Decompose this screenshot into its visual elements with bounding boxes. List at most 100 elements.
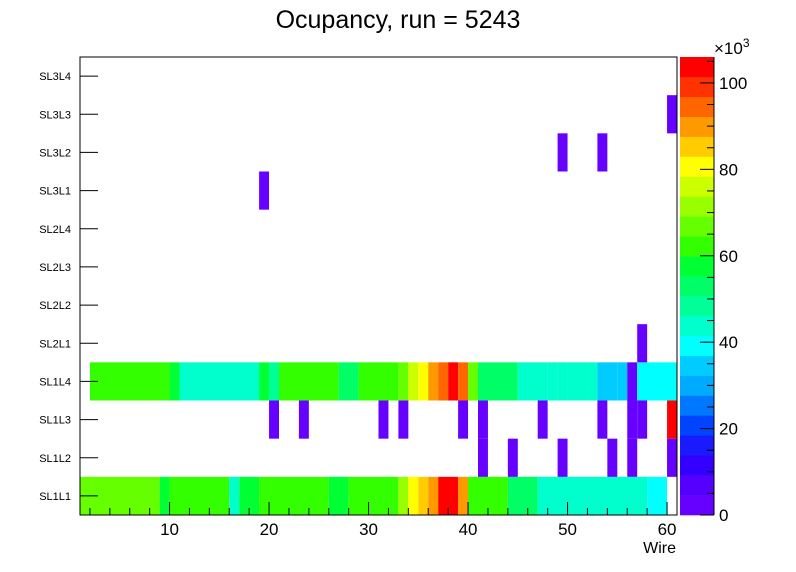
heatmap-cell-sl1l2-0 bbox=[478, 438, 488, 477]
z-tick-label-80: 80 bbox=[719, 160, 738, 179]
heatmap-cell-sl1l2-5 bbox=[667, 438, 677, 477]
y-tick-label-sl3l4: SL3L4 bbox=[39, 71, 71, 83]
color-scale-segment-4 bbox=[680, 415, 714, 436]
heatmap-cell-sl1l2-2 bbox=[557, 438, 568, 477]
color-scale-segment-1 bbox=[680, 475, 714, 496]
heatmap-cell-sl1l4-19 bbox=[557, 362, 568, 401]
color-scale-segment-16 bbox=[680, 176, 714, 197]
y-tick-label-sl2l3: SL2L3 bbox=[39, 262, 71, 274]
heatmap-cell-sl1l3-5 bbox=[478, 400, 488, 439]
color-scale-segment-18 bbox=[680, 136, 714, 157]
heatmap-cell-sl1l1-8 bbox=[398, 476, 409, 515]
x-tick-label-50: 50 bbox=[558, 520, 577, 539]
heatmap-cell-sl1l1-7 bbox=[348, 476, 399, 515]
y-axis: SL1L1 SL1L2 SL1L3 SL1L4 SL2L1 SL2L2 SL2L3 SL2L4… bbox=[39, 71, 98, 503]
y-tick-label-sl3l1: SL3L1 bbox=[39, 186, 71, 198]
heatmap-cell-sl1l1-10 bbox=[418, 476, 429, 515]
z-tick-label-40: 40 bbox=[719, 333, 738, 352]
heatmap-cell-sl1l4-8 bbox=[398, 362, 409, 401]
heatmap-cell-sl1l3-10 bbox=[667, 400, 677, 439]
color-scale-segment-7 bbox=[680, 355, 714, 376]
heatmap-cell-sl1l4-11 bbox=[428, 362, 439, 401]
heatmap-cell-sl3l3-0 bbox=[667, 95, 677, 134]
heatmap-cell-sl1l4-0 bbox=[89, 362, 170, 401]
heatmap-cell-sl1l1-1 bbox=[159, 476, 170, 515]
x-tick-label-30: 30 bbox=[359, 520, 378, 539]
color-scale-segment-3 bbox=[680, 435, 714, 456]
heatmap-cell-sl1l4-7 bbox=[358, 362, 399, 401]
heatmap-cell-sl1l4-18 bbox=[547, 362, 558, 401]
y-tick-label-sl1l3: SL1L3 bbox=[39, 415, 71, 427]
heatmap-cell-sl1l3-7 bbox=[597, 400, 608, 439]
y-tick-label-sl3l2: SL3L2 bbox=[39, 147, 71, 159]
color-scale-segment-0 bbox=[680, 495, 714, 516]
z-tick-label-0: 0 bbox=[719, 506, 728, 525]
color-scale-segment-9 bbox=[680, 315, 714, 337]
heatmap-cell-sl1l4-23 bbox=[617, 362, 628, 401]
heatmap-cell-sl1l4-16 bbox=[478, 362, 518, 401]
plot-frame bbox=[79, 56, 678, 516]
heatmap-cell-sl1l1-16 bbox=[537, 476, 648, 515]
color-scale-segment-17 bbox=[680, 156, 714, 177]
heatmap-cell-sl1l3-8 bbox=[627, 400, 638, 439]
chart-title: Ocupancy, run = 5243 bbox=[276, 6, 521, 34]
color-scale-segment-19 bbox=[680, 116, 714, 137]
heatmap-cell-sl1l4-12 bbox=[438, 362, 449, 401]
heatmap-cell-sl1l4-24 bbox=[627, 362, 638, 401]
heatmap-cell-sl1l3-2 bbox=[378, 400, 389, 439]
z-tick-label-20: 20 bbox=[719, 420, 738, 439]
heatmap-cell-sl1l4-15 bbox=[468, 362, 478, 401]
color-scale-segment-15 bbox=[680, 196, 714, 217]
heatmap-cell-sl1l1-6 bbox=[328, 476, 349, 515]
y-tick-label-sl2l1: SL2L1 bbox=[39, 338, 71, 350]
heatmap-cell-sl1l4-2 bbox=[179, 362, 260, 401]
heatmap-cell-sl1l1-15 bbox=[507, 476, 538, 515]
y-tick-label-sl1l4: SL1L4 bbox=[39, 376, 71, 388]
color-scale-segment-21 bbox=[680, 76, 714, 98]
x-tick-label-20: 20 bbox=[260, 520, 279, 539]
color-scale-segment-8 bbox=[680, 335, 714, 356]
heatmap-cell-sl2l1-0 bbox=[637, 324, 648, 363]
heatmap-cell-sl1l4-22 bbox=[597, 362, 618, 401]
x-tick-label-10: 10 bbox=[160, 520, 179, 539]
heatmap-cell-sl1l4-10 bbox=[418, 362, 429, 401]
heatmap-cells bbox=[80, 95, 677, 515]
x-tick-label-60: 60 bbox=[658, 520, 677, 539]
color-scale-segment-5 bbox=[680, 395, 714, 416]
heatmap-cell-sl1l4-4 bbox=[269, 362, 279, 401]
heatmap-cell-sl1l4-21 bbox=[587, 362, 598, 401]
heatmap-cell-sl3l2-0 bbox=[557, 133, 568, 172]
heatmap-cell-sl1l3-9 bbox=[637, 400, 648, 439]
heatmap-cell-sl1l4-5 bbox=[279, 362, 339, 401]
heatmap-cell-sl1l2-4 bbox=[627, 438, 638, 477]
color-scale-segment-20 bbox=[680, 96, 714, 118]
heatmap-cell-sl1l4-14 bbox=[458, 362, 469, 401]
color-scale-segment-11 bbox=[680, 276, 714, 297]
y-tick-label-sl1l2: SL1L2 bbox=[39, 453, 71, 465]
color-scale-segment-2 bbox=[680, 455, 714, 476]
heatmap-cell-sl1l2-1 bbox=[507, 438, 518, 477]
heatmap-cell-sl3l2-1 bbox=[597, 133, 608, 172]
heatmap-cell-sl1l2-3 bbox=[607, 438, 618, 477]
color-scale-segment-12 bbox=[680, 256, 714, 277]
heatmap-cell-sl1l1-11 bbox=[428, 476, 439, 515]
heatmap-cell-sl1l4-6 bbox=[338, 362, 359, 401]
z-tick-label-100: 100 bbox=[719, 74, 747, 93]
heatmap-cell-sl1l3-1 bbox=[298, 400, 309, 439]
color-scale-segment-10 bbox=[680, 295, 714, 317]
color-scale-segment-22 bbox=[680, 57, 714, 78]
y-tick-label-sl3l3: SL3L3 bbox=[39, 109, 71, 121]
x-axis-label: Wire bbox=[643, 540, 676, 557]
heatmap-cell-sl1l1-17 bbox=[647, 476, 668, 515]
heatmap-cell-sl1l1-2 bbox=[169, 476, 230, 515]
x-tick-label-40: 40 bbox=[459, 520, 478, 539]
heatmap-cell-sl1l1-13 bbox=[458, 476, 469, 515]
heatmap-cell-sl1l3-4 bbox=[458, 400, 469, 439]
heatmap-cell-sl3l1-0 bbox=[259, 171, 270, 210]
x-axis: 10 20 30 40 50 60 bbox=[89, 502, 677, 539]
color-scale-multiplier-base: ×10 bbox=[714, 39, 743, 58]
heatmap-cell-sl1l4-25 bbox=[637, 362, 677, 401]
heatmap-cell-sl1l1-5 bbox=[259, 476, 329, 515]
color-scale-segment-6 bbox=[680, 375, 714, 396]
